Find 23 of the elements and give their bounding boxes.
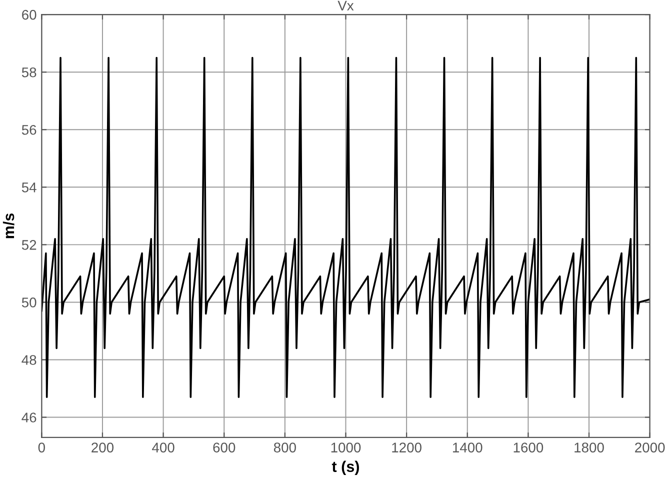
x-tick-label: 1200 bbox=[392, 442, 422, 452]
x-tick-label: 0 bbox=[38, 442, 45, 452]
y-tick-label: 52 bbox=[22, 240, 36, 250]
y-tick-label: 50 bbox=[22, 298, 36, 308]
x-axis-title: t (s) bbox=[332, 460, 359, 476]
x-tick-label: 200 bbox=[92, 442, 114, 452]
x-tick-label: 400 bbox=[152, 442, 174, 452]
y-axis-title: m/s bbox=[2, 213, 14, 238]
chart-title: Vx bbox=[338, 0, 354, 10]
y-tick-label: 56 bbox=[22, 124, 36, 135]
x-tick-label: 1400 bbox=[452, 442, 482, 452]
x-tick-label: 1800 bbox=[574, 442, 604, 452]
line-series bbox=[42, 56, 650, 398]
y-tick-label: 46 bbox=[22, 412, 36, 422]
y-tick-label: 54 bbox=[22, 182, 36, 192]
x-tick-label: 600 bbox=[213, 442, 236, 452]
y-tick-label: 58 bbox=[22, 67, 36, 78]
y-tick-label: 48 bbox=[22, 355, 36, 365]
x-tick-label: 2000 bbox=[635, 442, 665, 452]
x-tick-label: 800 bbox=[274, 442, 296, 452]
x-tick-label: 1600 bbox=[514, 442, 544, 452]
y-tick-label: 60 bbox=[22, 10, 36, 20]
x-tick-label: 1000 bbox=[331, 442, 361, 452]
